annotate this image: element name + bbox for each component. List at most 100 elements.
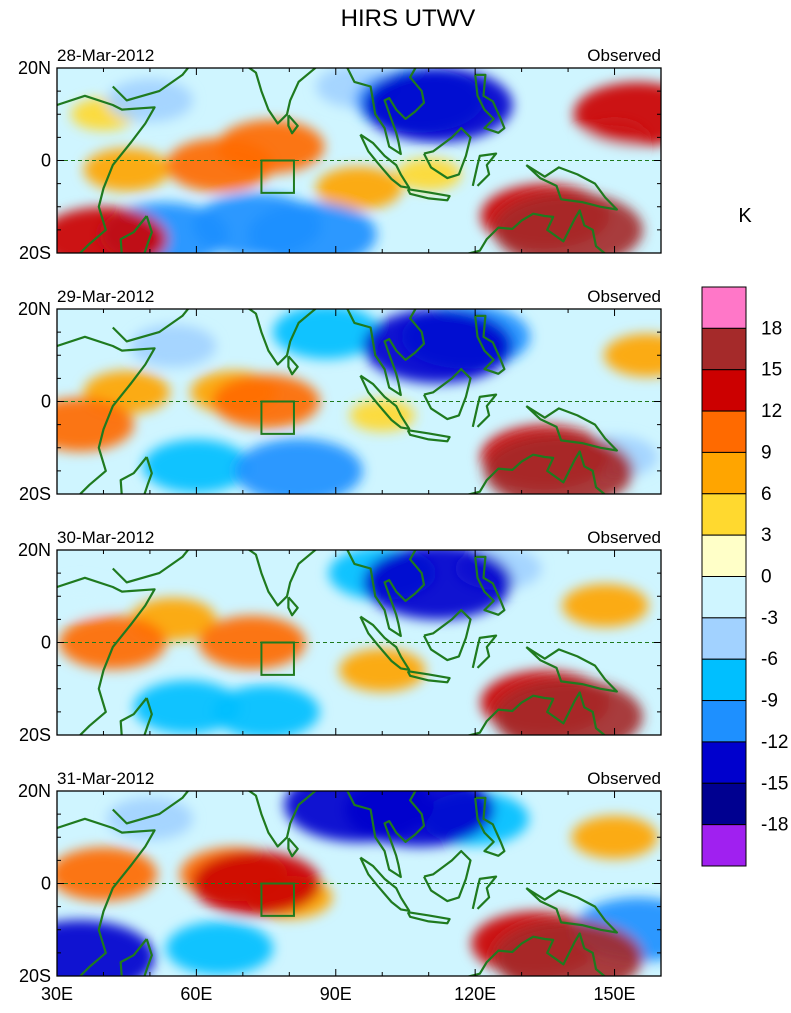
panel-label: Observed xyxy=(587,769,661,788)
y-tick-label: 20N xyxy=(18,299,51,319)
anomaly-blob xyxy=(57,579,113,613)
panel-label: Observed xyxy=(587,46,661,65)
coastline xyxy=(525,646,618,693)
colorbar-swatch xyxy=(701,576,747,619)
anomaly-blob xyxy=(603,333,661,377)
anomaly-field xyxy=(57,550,661,735)
y-tick-label: 20N xyxy=(18,781,51,801)
colorbar-swatch xyxy=(701,617,747,660)
anomaly-blob xyxy=(59,615,167,670)
anomaly-blob xyxy=(234,438,363,494)
coastline xyxy=(474,73,506,134)
colorbar-swatch xyxy=(701,741,747,784)
coastline xyxy=(287,355,299,376)
colorbar-swatch xyxy=(701,824,747,867)
coastline xyxy=(112,68,190,102)
coastline xyxy=(287,837,299,858)
anomaly-blob xyxy=(363,68,513,143)
box-region xyxy=(260,641,295,676)
coastline xyxy=(406,670,451,684)
box-region xyxy=(260,400,295,435)
map-panel: 20N 0 20S 28-Mar-2012 Observed xyxy=(18,46,662,263)
x-tick-label: 120E xyxy=(454,984,496,1004)
colorbar-swatch xyxy=(701,286,747,329)
coastline xyxy=(247,309,426,397)
coastlines xyxy=(57,68,618,253)
anomaly-blob xyxy=(573,82,661,147)
coastline xyxy=(406,911,451,925)
coastline xyxy=(112,791,190,825)
anomaly-blob xyxy=(339,648,426,692)
y-tick-label: 20S xyxy=(19,243,51,263)
coastline xyxy=(525,405,618,452)
map-panel: 20N 0 20S 31-Mar-2012 Observed 30E 60E 90E 120E 1… xyxy=(18,769,662,1004)
anomaly-blob xyxy=(363,309,513,384)
coastline xyxy=(474,796,506,857)
coastline xyxy=(471,393,498,428)
anomaly-blob xyxy=(562,583,649,628)
anomaly-blob xyxy=(396,158,462,191)
coastline xyxy=(423,368,472,421)
coastline xyxy=(112,550,190,584)
colorbar-label: -6 xyxy=(761,649,778,670)
colorbar-label: 15 xyxy=(761,360,782,381)
coastline xyxy=(471,634,498,669)
coastline xyxy=(423,127,472,180)
colorbar-label: -9 xyxy=(761,691,778,712)
coastline xyxy=(359,374,411,430)
y-tick-label: 0 xyxy=(41,151,51,171)
y-tick-label: 0 xyxy=(41,633,51,653)
x-tick-label: 30E xyxy=(41,984,73,1004)
y-tick-label: 0 xyxy=(41,874,51,894)
coastlines xyxy=(57,550,618,735)
colorbar-swatch xyxy=(701,327,747,371)
colorbar-unit: K xyxy=(738,205,752,227)
anomaly-blob xyxy=(484,433,634,494)
coastline xyxy=(119,938,153,976)
coastline xyxy=(474,314,506,375)
coastline xyxy=(359,856,411,912)
colorbar-swatch xyxy=(701,534,747,578)
chart-title: HIRS UTWV xyxy=(341,5,476,32)
y-tick-label: 20S xyxy=(19,966,51,986)
panel-date: 30-Mar-2012 xyxy=(57,528,154,547)
colorbar-swatch xyxy=(701,658,747,702)
anomaly-blob xyxy=(198,615,306,670)
coastline xyxy=(471,875,498,910)
coastline xyxy=(287,114,299,135)
box-region xyxy=(260,159,295,194)
y-tick-label: 20S xyxy=(19,725,51,745)
x-tick-label: 90E xyxy=(320,984,352,1004)
coastline xyxy=(465,450,607,494)
colorbar-label: 0 xyxy=(761,567,772,588)
coastline xyxy=(474,555,506,616)
coastline xyxy=(465,691,607,735)
coastline xyxy=(287,596,299,617)
anomaly-blob xyxy=(217,119,325,174)
colorbar-label: -15 xyxy=(761,773,788,794)
anomaly-blob xyxy=(57,920,156,976)
panel-date: 31-Mar-2012 xyxy=(57,769,154,788)
coastline xyxy=(57,817,156,976)
anomaly-blob xyxy=(57,847,158,902)
panel-date: 29-Mar-2012 xyxy=(57,287,154,306)
anomaly-blob xyxy=(165,921,274,976)
colorbar-swatch xyxy=(701,700,747,743)
coastline xyxy=(525,164,618,211)
y-tick-label: 20N xyxy=(18,58,51,78)
anomaly-blob xyxy=(142,439,251,494)
anomaly-blob xyxy=(493,679,643,735)
colorbar-label: -3 xyxy=(761,608,778,629)
map-panel: 20N 0 20S 29-Mar-2012 Observed xyxy=(18,287,662,504)
anomaly-blob xyxy=(571,815,658,859)
anomaly-blob xyxy=(130,324,217,368)
coastline xyxy=(525,887,618,934)
coastline xyxy=(119,456,153,494)
panel-date: 28-Mar-2012 xyxy=(57,46,154,65)
coastline xyxy=(406,188,451,202)
coastline xyxy=(423,850,472,903)
colorbar-label: 6 xyxy=(761,484,772,505)
anomaly-blob xyxy=(315,166,403,210)
colorbar-label: -12 xyxy=(761,732,788,753)
anomaly-blob xyxy=(57,397,134,452)
